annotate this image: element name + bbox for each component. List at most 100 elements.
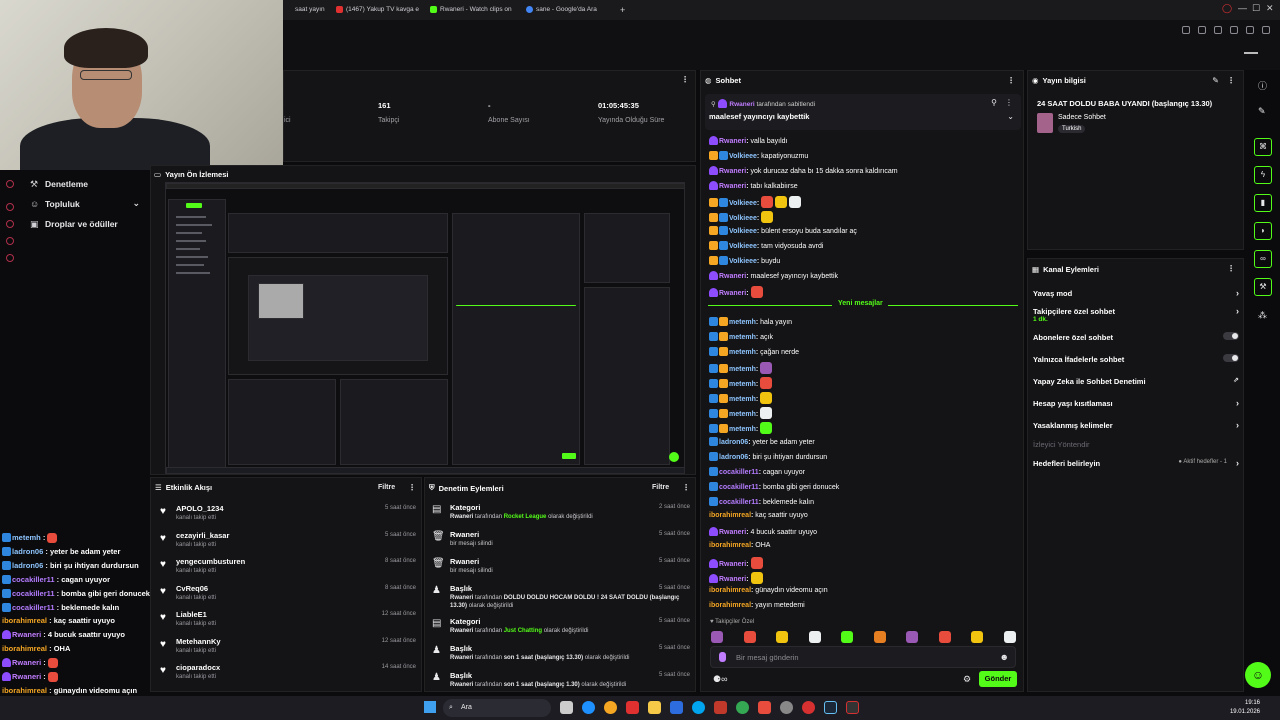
info-icon[interactable]: ⓘ: [1258, 81, 1268, 91]
shield-icon[interactable]: [1214, 26, 1222, 34]
chat-username[interactable]: Volkieee: [729, 243, 757, 250]
chat-message[interactable]: cocakiller11: cagan uyuyor: [709, 467, 805, 476]
emote-icon[interactable]: [743, 631, 756, 643]
wrench-icon[interactable]: ⚒: [1254, 278, 1272, 296]
emote-icon[interactable]: [938, 631, 951, 643]
chat-message[interactable]: Rwaneri:: [709, 572, 765, 584]
chat-icon[interactable]: ◗: [1254, 222, 1272, 240]
chat-message[interactable]: iborahimreal: yayın metedemi: [709, 602, 805, 609]
moderation-menu-icon[interactable]: ⋮: [682, 483, 690, 492]
app-icon[interactable]: [758, 701, 771, 714]
play-icon[interactable]: [1230, 26, 1238, 34]
edit-icon[interactable]: ✎: [1212, 76, 1219, 85]
stream-info-menu-icon[interactable]: ⋮: [1227, 76, 1235, 85]
chat-menu-icon[interactable]: ⋮: [1007, 76, 1015, 85]
chat-username[interactable]: metemh: [729, 396, 756, 403]
chat-message[interactable]: metemh:: [709, 407, 774, 419]
chat-message[interactable]: metemh: açık: [709, 332, 773, 341]
chat-username[interactable]: cocakiller11: [719, 469, 759, 476]
chat-username[interactable]: metemh: [729, 319, 756, 326]
screenshot-icon[interactable]: [1198, 26, 1206, 34]
pencil-icon[interactable]: ✎: [1258, 106, 1266, 116]
sidebar-item-topluluk[interactable]: ☺ Topluluk ⌄: [30, 198, 140, 209]
obs-icon[interactable]: [780, 701, 793, 714]
emote-icon[interactable]: [711, 631, 723, 643]
moderation-row[interactable]: ♟ Başlık Rwaneri tarafından DOLDU DOLDU HO…: [432, 584, 690, 610]
ai-icon[interactable]: [1262, 26, 1270, 34]
edge-icon[interactable]: [582, 701, 595, 714]
chat-message[interactable]: Volkieee: buydu: [709, 256, 780, 265]
chat-username[interactable]: iborahimreal: [709, 602, 752, 609]
taskview-icon[interactable]: [560, 701, 573, 714]
lightning-icon[interactable]: ϟ: [1254, 166, 1272, 184]
steam-icon[interactable]: [824, 701, 837, 714]
moderation-row[interactable]: ♟ Başlık Rwaneri tarafından son 1 saat (ba…: [432, 644, 690, 670]
chat-message[interactable]: Rwaneri: valla bayıldı: [709, 136, 787, 145]
browser-tab[interactable]: saat yayın: [295, 6, 325, 13]
rail-icon[interactable]: [6, 203, 14, 211]
chat-username[interactable]: Rwaneri: [719, 561, 747, 568]
nodes-icon[interactable]: ⁂: [1258, 310, 1267, 320]
chevron-right-icon[interactable]: ›: [1236, 458, 1239, 468]
chat-username[interactable]: metemh: [729, 411, 756, 418]
emote-icon[interactable]: [776, 631, 788, 643]
chat-message[interactable]: metemh:: [709, 377, 774, 389]
chat-username[interactable]: iborahimreal: [709, 587, 752, 594]
chevron-right-icon[interactable]: ›: [1236, 306, 1239, 316]
capture-icon[interactable]: [846, 701, 859, 714]
minimize-button[interactable]: —: [1238, 3, 1247, 13]
chat-message[interactable]: Volkieee: tam vidyosuda avrdi: [709, 241, 823, 250]
chat-message[interactable]: iborahimreal: günaydın videomu açın: [709, 587, 828, 594]
moderation-row[interactable]: ▤ Kategori Rwaneri tarafından Rocket Leagu…: [432, 503, 690, 529]
chat-message[interactable]: Rwaneri: tabı kalkabiırse: [709, 181, 798, 190]
heart-icon[interactable]: [1246, 26, 1254, 34]
assistant-button[interactable]: ☺: [1245, 662, 1271, 688]
chat-username[interactable]: ladron06: [719, 454, 749, 461]
record-icon[interactable]: ◯: [1222, 3, 1233, 13]
chat-message[interactable]: Rwaneri: maalesef yayıncıyı kaybettik: [709, 271, 838, 280]
chat-username[interactable]: Volkieee: [729, 228, 757, 235]
emote-icon[interactable]: [906, 631, 918, 643]
activity-filter-button[interactable]: Filtre: [378, 484, 396, 491]
chat-message[interactable]: Volkieee: kapatiyonuzmu: [709, 151, 808, 160]
pinned-message[interactable]: ⚲ Rwaneri tarafından sabitlendi maalesef…: [705, 94, 1021, 130]
shield-app-icon[interactable]: [714, 701, 727, 714]
chat-username[interactable]: Rwaneri: [719, 290, 747, 297]
moderation-filter-button[interactable]: Filtre: [652, 484, 670, 491]
chrome-icon[interactable]: [604, 701, 617, 714]
rail-icon[interactable]: [6, 220, 14, 228]
chat-username[interactable]: ladron06: [719, 439, 749, 446]
sidebar-item-denetleme[interactable]: ⚒ Denetleme: [30, 178, 88, 189]
chat-username[interactable]: Volkieee: [729, 200, 757, 207]
chat-username[interactable]: Rwaneri: [719, 273, 747, 280]
activity-row[interactable]: ♥ MetehannKy kanalı takip etti 12 saat önce: [158, 635, 416, 661]
chat-username[interactable]: cocakiller11: [719, 484, 759, 491]
stream-preview-video[interactable]: [165, 182, 685, 474]
channel-action-row[interactable]: Yapay Zeka ile Sohbet Denetimi ⇗: [1033, 377, 1239, 386]
chat-message[interactable]: ladron06: yeter be adam yeter: [709, 437, 815, 446]
chevron-right-icon[interactable]: ›: [1236, 288, 1239, 298]
browser-tab[interactable]: (1467) Yakup TV kavga e: [334, 3, 420, 17]
stats-menu-icon[interactable]: ⋮: [681, 75, 689, 84]
channel-action-row[interactable]: Yalnızca İfadelerle sohbet: [1033, 354, 1239, 364]
chevron-right-icon[interactable]: ›: [1236, 420, 1239, 430]
chat-message[interactable]: Volkieee: bülent ersoyu buda sandılar aç: [709, 226, 857, 235]
pinned-menu-icon[interactable]: ⋮: [1005, 98, 1013, 107]
channel-action-row[interactable]: Yasaklanmış kelimeler ›: [1033, 420, 1239, 430]
chat-message[interactable]: Rwaneri:: [709, 557, 765, 569]
chevron-right-icon[interactable]: ›: [1236, 398, 1239, 408]
chat-username[interactable]: metemh: [729, 349, 756, 356]
chrome-app-icon[interactable]: [736, 701, 749, 714]
rail-icon[interactable]: [6, 254, 14, 262]
store-icon[interactable]: [670, 701, 683, 714]
emote-icon[interactable]: [873, 631, 886, 643]
chat-message[interactable]: Rwaneri: yok durucaz daha bı 15 dakka so…: [709, 166, 898, 175]
activity-menu-icon[interactable]: ⋮: [408, 483, 416, 492]
taskbar-search[interactable]: ⌕ Ara: [443, 699, 551, 717]
external-link-icon[interactable]: ⇗: [1233, 377, 1239, 384]
chat-message[interactable]: metemh: hala yayın: [709, 317, 792, 326]
chat-username[interactable]: iborahimreal: [709, 512, 752, 519]
activity-row[interactable]: ♥ cioparadocx kanalı takip etti 14 saat önc…: [158, 661, 416, 687]
new-tab-button[interactable]: +: [620, 5, 626, 15]
chat-message[interactable]: Rwaneri: 4 bucuk saattır uyuyo: [709, 527, 817, 536]
